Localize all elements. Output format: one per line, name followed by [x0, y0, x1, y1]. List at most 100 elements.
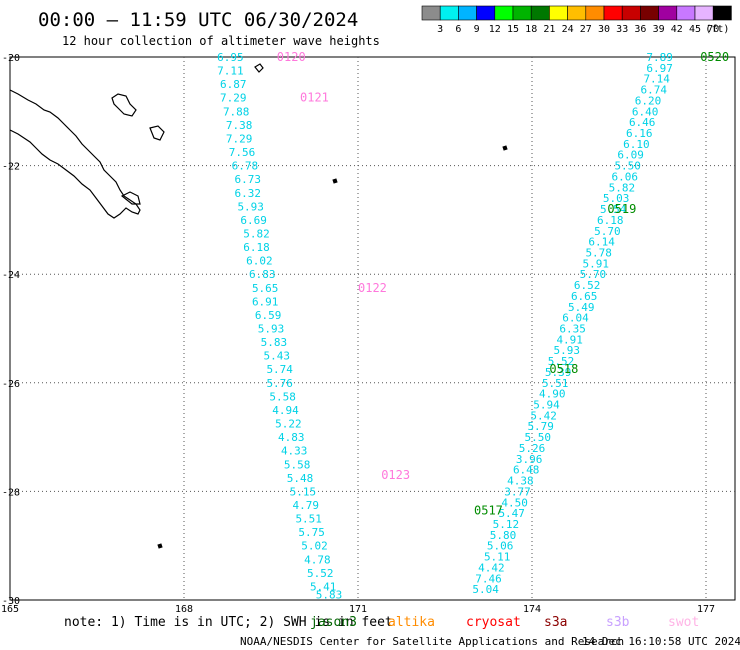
y-tick-label: -20 [2, 53, 20, 64]
swh-point-label: 5.91 [583, 257, 610, 270]
island-path-2 [149, 125, 165, 141]
footer-timestamp: 14 Dec 16:10:58 UTC 2024 [582, 635, 740, 648]
plot-area: 6.957.116.877.297.887.387.297.566.786.73… [9, 50, 736, 602]
chart-subtitle: 12 hour collection of altimeter wave hei… [62, 34, 380, 48]
swh-point-label: 5.78 [585, 246, 612, 259]
swh-point-label: 5.26 [519, 442, 546, 455]
track-jason3: 7.896.977.146.746.206.406.466.166.106.09… [472, 50, 729, 596]
swh-point-label: 5.93 [258, 323, 285, 336]
satellite-legend-jason3: jason3 [310, 615, 357, 630]
swh-point-label: 6.78 [232, 160, 259, 173]
swh-point-label: 5.52 [548, 355, 575, 368]
swh-point-label: 4.83 [278, 431, 305, 444]
island-path-6 [502, 145, 508, 151]
swh-point-label: 4.78 [304, 553, 331, 566]
satellite-legend-s3b: s3b [606, 615, 630, 630]
y-tick-label: -28 [2, 487, 20, 498]
swh-point-label: 7.14 [643, 73, 670, 86]
swh-point-label: 5.93 [237, 200, 264, 213]
swh-point-label: 5.52 [307, 567, 334, 580]
footer-credit: NOAA/NESDIS Center for Satellite Applica… [240, 635, 624, 648]
satellite-legend-swot: swot [668, 615, 699, 630]
colorbar-swatch [658, 5, 678, 21]
pass-time-label: 0520 [700, 50, 729, 64]
swh-point-label: 5.82 [609, 181, 636, 194]
pass-time-label: 0120 [277, 50, 306, 64]
swh-point-label: 6.18 [243, 241, 270, 254]
island-path-1 [111, 93, 137, 117]
x-tick-label: 174 [523, 604, 541, 615]
x-tick-label: 165 [1, 604, 19, 615]
colorbar-swatch [585, 5, 605, 21]
swh-point-label: 6.40 [632, 105, 659, 118]
swh-point-label: 5.74 [266, 363, 293, 376]
swh-point-label: 4.38 [507, 475, 534, 488]
colorbar-label: 9 [474, 24, 480, 35]
colorbar-swatch [439, 5, 459, 21]
swh-point-label: 5.03 [603, 192, 630, 205]
swh-point-label: 5.48 [287, 472, 314, 485]
satellite-legend-altika: altika [388, 615, 435, 630]
colorbar-label: 6 [455, 24, 461, 35]
x-tick-label: 177 [697, 604, 715, 615]
colorbar-swatch [567, 5, 587, 21]
swh-point-label: 5.11 [484, 551, 511, 564]
swh-point-label: 6.87 [220, 78, 247, 91]
colorbar-swatch [603, 5, 623, 21]
swh-point-label: 4.90 [539, 388, 566, 401]
y-tick-label: -30 [2, 596, 20, 607]
y-tick-label: -26 [2, 379, 20, 390]
colorbar-label: 30 [598, 24, 610, 35]
swh-point-label: 5.12 [493, 518, 520, 531]
x-tick-label: 171 [349, 604, 367, 615]
island-path-4 [254, 63, 264, 73]
swh-point-label: 5.50 [525, 431, 552, 444]
swh-point-label: 6.32 [235, 187, 262, 200]
swh-point-label: 5.50 [614, 160, 641, 173]
colorbar-label: 18 [525, 24, 537, 35]
swh-point-label: 4.50 [501, 496, 528, 509]
axis-ticks: 165 168 171 174 177 -20 -22 -24 -26 -28 -30 [1, 53, 715, 615]
swh-point-label: 6.59 [255, 309, 282, 322]
swh-point-label: 5.49 [568, 301, 595, 314]
satellite-tracks: 6.957.116.877.297.887.387.297.566.786.73… [217, 50, 729, 602]
swh-point-label: 5.93 [554, 344, 581, 357]
swh-point-label: 5.06 [487, 540, 514, 553]
swh-point-label: 6.97 [646, 62, 673, 75]
pass-time-label: 0123 [381, 468, 410, 482]
colorbar-label: 27 [580, 24, 592, 35]
pass-time-label: 0122 [358, 281, 387, 295]
swh-point-label: 7.29 [220, 92, 247, 105]
colorbar-swatch [512, 5, 532, 21]
colorbar-swatch [621, 5, 641, 21]
swh-point-label: 5.15 [290, 485, 317, 498]
swh-point-label: 5.79 [527, 420, 554, 433]
swh-point-label: 7.11 [217, 65, 244, 78]
pass-time-label: 0519 [607, 202, 636, 216]
swh-point-label: 6.10 [623, 138, 650, 151]
swh-point-label: 5.51 [295, 513, 322, 526]
satellite-legend-cryosat: cryosat [466, 615, 521, 630]
colorbar-label: 21 [543, 24, 555, 35]
satellite-legend-s3a: s3a [544, 615, 567, 630]
swh-point-label: 6.73 [235, 173, 262, 186]
swh-point-label: 6.04 [562, 312, 589, 325]
colorbar-label: 70 [707, 24, 719, 35]
swh-point-label: 6.52 [574, 279, 601, 292]
swh-point-label: 6.65 [571, 290, 598, 303]
swh-point-label: 5.47 [498, 507, 525, 520]
swh-point-label: 6.09 [617, 149, 644, 162]
swh-point-label: 6.14 [588, 236, 615, 249]
colorbar-label: 33 [616, 24, 628, 35]
colorbar-swatch [694, 5, 714, 21]
swh-point-label: 6.06 [612, 170, 639, 183]
swh-point-label: 7.89 [646, 51, 673, 64]
swh-point-label: 5.65 [252, 282, 279, 295]
swh-point-label: 7.88 [223, 105, 250, 118]
swh-point-label: 5.70 [580, 268, 607, 281]
pass-time-label: 0518 [549, 362, 578, 376]
swh-point-label: 5.22 [275, 418, 302, 431]
colorbar-swatch [712, 5, 732, 21]
satellite-legend: jason3 altika cryosat s3a s3b swot [310, 615, 699, 630]
